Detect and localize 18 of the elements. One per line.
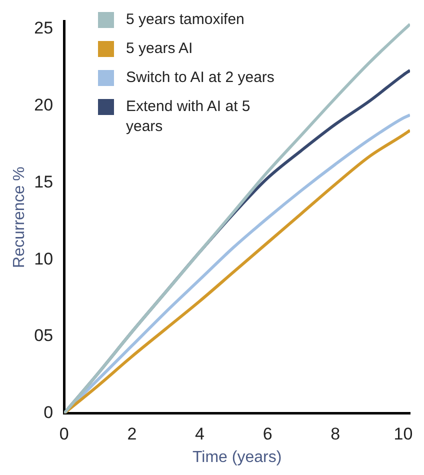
legend-label: Switch to AI at 2 years	[126, 68, 274, 88]
y-tick-label: 05	[34, 326, 54, 346]
x-tick-label: 4	[195, 424, 204, 444]
y-tick-label: 10	[34, 249, 54, 268]
legend-label: 5 years tamoxifen	[126, 10, 244, 30]
y-axis-title: Recurrence %	[11, 166, 28, 268]
legend-label: 5 years AI	[126, 39, 193, 59]
x-axis-title: Time (years)	[192, 448, 282, 466]
legend-label: Extend with AI at 5 years	[126, 97, 252, 137]
x-tick-label: 10	[394, 424, 413, 444]
x-tick-label: 8	[330, 424, 340, 444]
y-tick-label: 20	[34, 95, 54, 114]
x-tick-label: 6	[262, 424, 272, 444]
y-tick-label: 15	[34, 172, 54, 192]
y-tick-label: 25	[34, 18, 54, 38]
x-tick-label: 2	[127, 424, 137, 444]
y-tick-label: 0	[44, 403, 54, 422]
x-tick-label: 0	[59, 424, 69, 444]
